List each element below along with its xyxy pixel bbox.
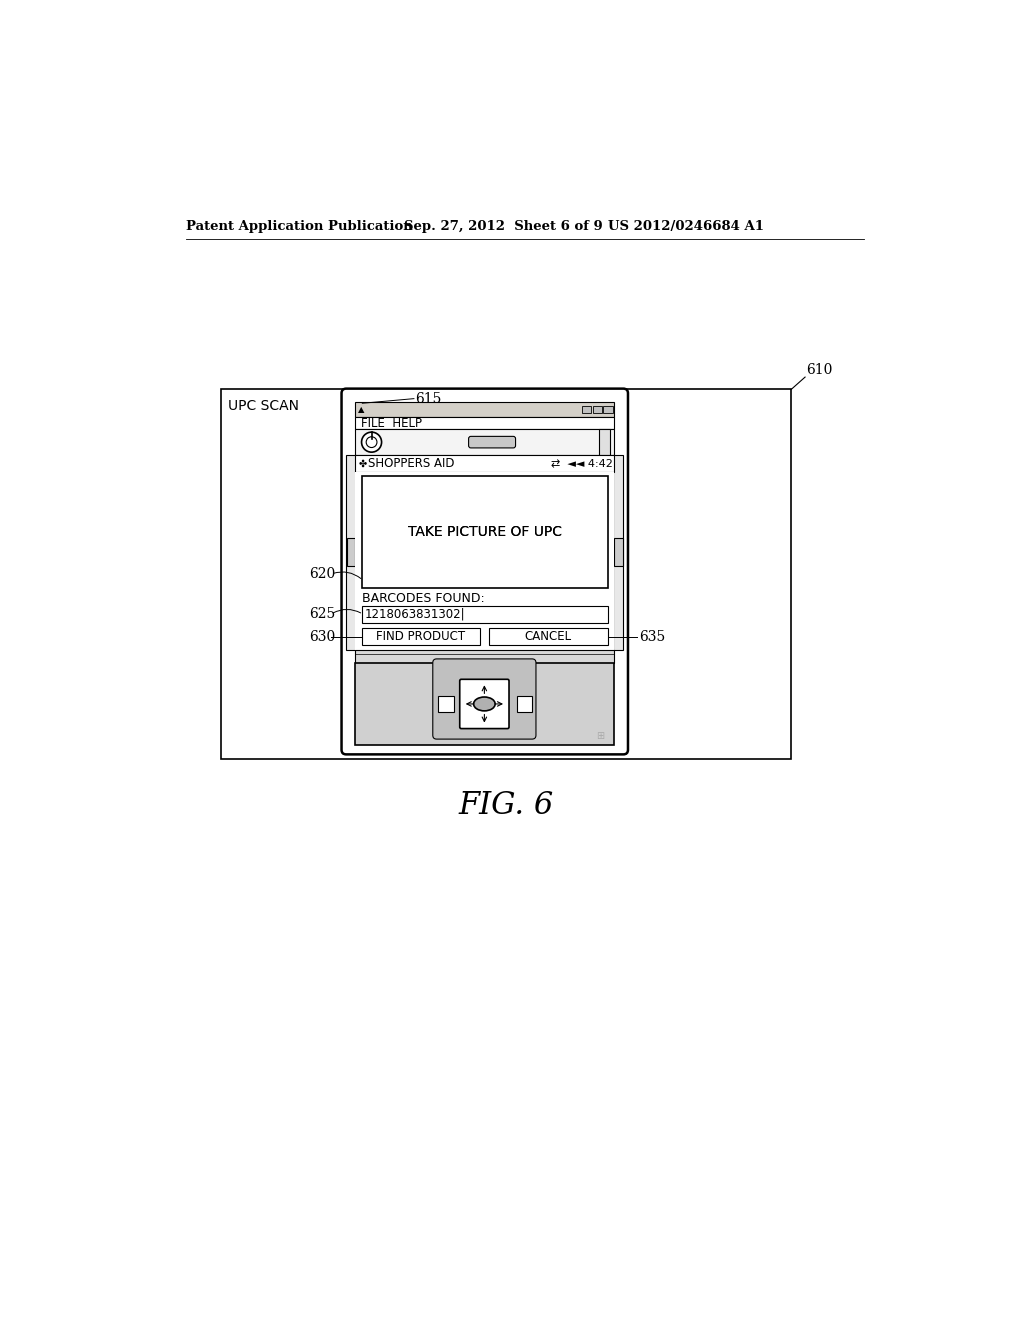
Text: SHOPPERS AID: SHOPPERS AID [369,457,455,470]
Text: ⇄  ◄◄ 4:42: ⇄ ◄◄ 4:42 [551,458,612,469]
Bar [361,477,608,589]
Bar [361,606,608,623]
Text: TAKE PICTURE OF UPC: TAKE PICTURE OF UPC [408,525,562,540]
Bar [593,405,602,413]
Text: Patent Application Publication: Patent Application Publication [186,219,413,232]
Bar [346,455,356,649]
Bar [603,405,612,413]
Bar [361,628,480,645]
Text: 630: 630 [309,630,336,644]
Bar [438,696,454,711]
Bar [354,401,614,417]
Bar [221,389,792,759]
Bar [354,649,614,663]
Bar [361,477,608,589]
Text: 620: 620 [309,568,336,581]
FancyBboxPatch shape [433,659,536,739]
FancyBboxPatch shape [469,437,515,447]
Bar [614,539,623,566]
Text: 615: 615 [416,392,441,405]
Bar [599,429,609,455]
Text: FIG. 6: FIG. 6 [459,789,554,821]
Text: BARCODES FOUND:: BARCODES FOUND: [361,593,484,606]
Text: Sep. 27, 2012  Sheet 6 of 9: Sep. 27, 2012 Sheet 6 of 9 [403,219,603,232]
Text: ▲: ▲ [357,405,365,414]
Ellipse shape [473,697,496,711]
Text: FIND PRODUCT: FIND PRODUCT [376,630,466,643]
Text: US 2012/0246684 A1: US 2012/0246684 A1 [608,219,764,232]
Text: 625: 625 [309,607,336,622]
Bar [517,696,532,711]
Text: 610: 610 [807,363,833,378]
Text: CANCEL: CANCEL [524,630,571,643]
Text: 1218063831302|: 1218063831302| [365,607,465,620]
Bar [613,455,624,649]
Text: UPC SCAN: UPC SCAN [227,400,299,413]
Circle shape [361,432,382,453]
Bar [354,429,614,455]
Bar [354,455,614,471]
Bar [354,471,614,649]
Text: TAKE PICTURE OF UPC: TAKE PICTURE OF UPC [408,525,562,540]
Text: FILE  HELP: FILE HELP [360,417,422,430]
Bar [354,417,614,429]
Bar [582,405,591,413]
Text: 635: 635 [639,630,665,644]
Bar [347,539,355,566]
Text: ⊞: ⊞ [596,731,604,741]
Bar [488,628,608,645]
Text: ✤: ✤ [358,458,367,469]
FancyBboxPatch shape [342,388,628,755]
Bar [354,663,614,744]
FancyBboxPatch shape [460,680,509,729]
